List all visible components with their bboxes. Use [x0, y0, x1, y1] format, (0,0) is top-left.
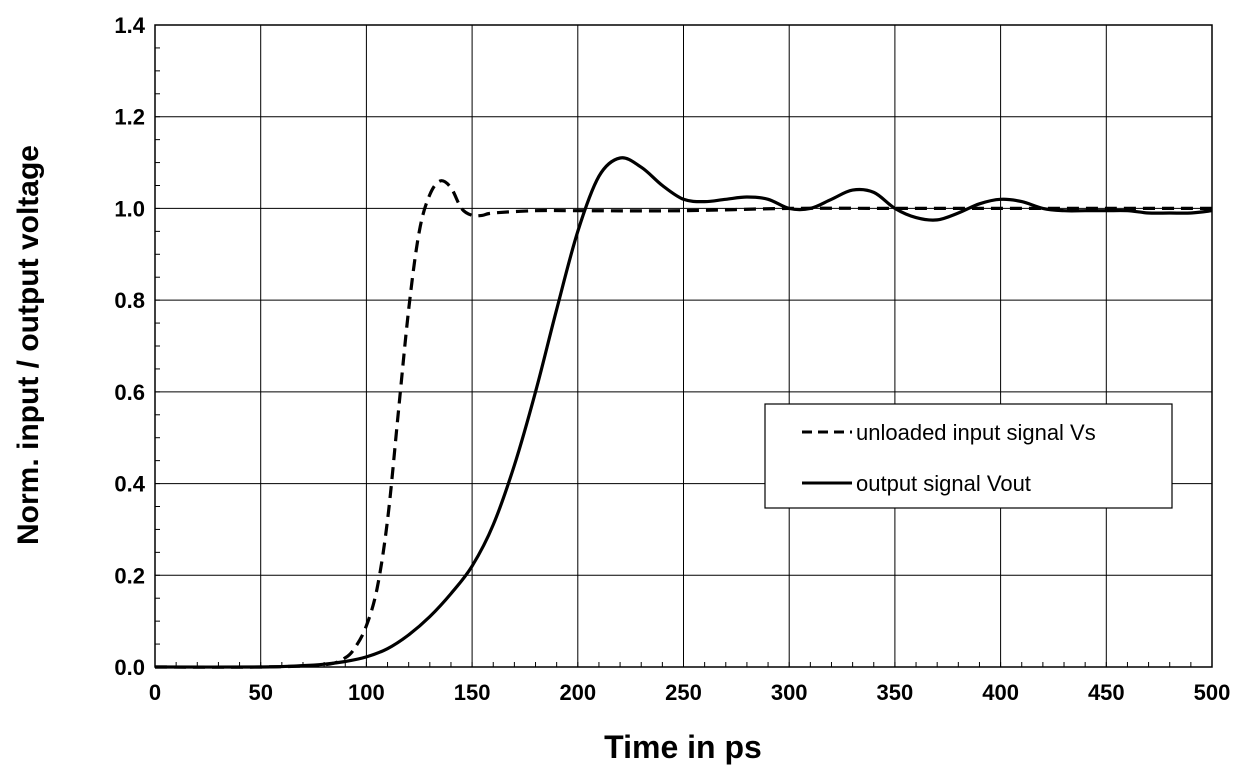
minor-ticks: [154, 24, 1213, 668]
y-axis-label: Norm. input / output voltage: [12, 145, 45, 545]
y-tick-label: 0.8: [114, 288, 145, 313]
x-tick-label: 200: [559, 680, 596, 705]
y-tick-label: 0.0: [114, 655, 145, 680]
y-tick-labels: 0.0 0.2 0.4 0.6 0.8 1.0 1.2 1.4: [114, 13, 145, 680]
x-tick-labels: 0 50 100 150 200 250 300 350 400 450 500: [149, 680, 1230, 705]
plot-frame: [154, 24, 1213, 668]
x-tick-label: 400: [982, 680, 1019, 705]
legend-label-output: output signal Vout: [856, 471, 1031, 496]
x-tick-label: 50: [248, 680, 272, 705]
series-line-output-vout: [154, 156, 1213, 669]
x-tick-label: 300: [771, 680, 808, 705]
legend-box: [764, 403, 1173, 509]
y-tick-label: 1.2: [114, 105, 145, 130]
x-tick-label: 450: [1088, 680, 1125, 705]
x-tick-label: 500: [1194, 680, 1231, 705]
y-tick-label: 1.0: [114, 196, 145, 221]
y-tick-label: 0.6: [114, 380, 145, 405]
x-tick-label: 350: [877, 680, 914, 705]
series-line-input-vs: [154, 179, 1212, 669]
y-tick-label: 1.4: [114, 13, 145, 38]
x-tick-label: 0: [149, 680, 161, 705]
x-tick-label: 150: [454, 680, 491, 705]
y-tick-label: 0.2: [114, 563, 145, 588]
y-tick-label: 0.4: [114, 472, 145, 497]
x-axis-label: Time in ps: [604, 729, 762, 765]
legend-label-input: unloaded input signal Vs: [856, 420, 1096, 445]
x-tick-label: 100: [348, 680, 385, 705]
grid: [154, 24, 1213, 668]
x-tick-label: 250: [665, 680, 702, 705]
legend: unloaded input signal Vs output signal V…: [764, 403, 1173, 509]
plot-series: [154, 156, 1213, 669]
